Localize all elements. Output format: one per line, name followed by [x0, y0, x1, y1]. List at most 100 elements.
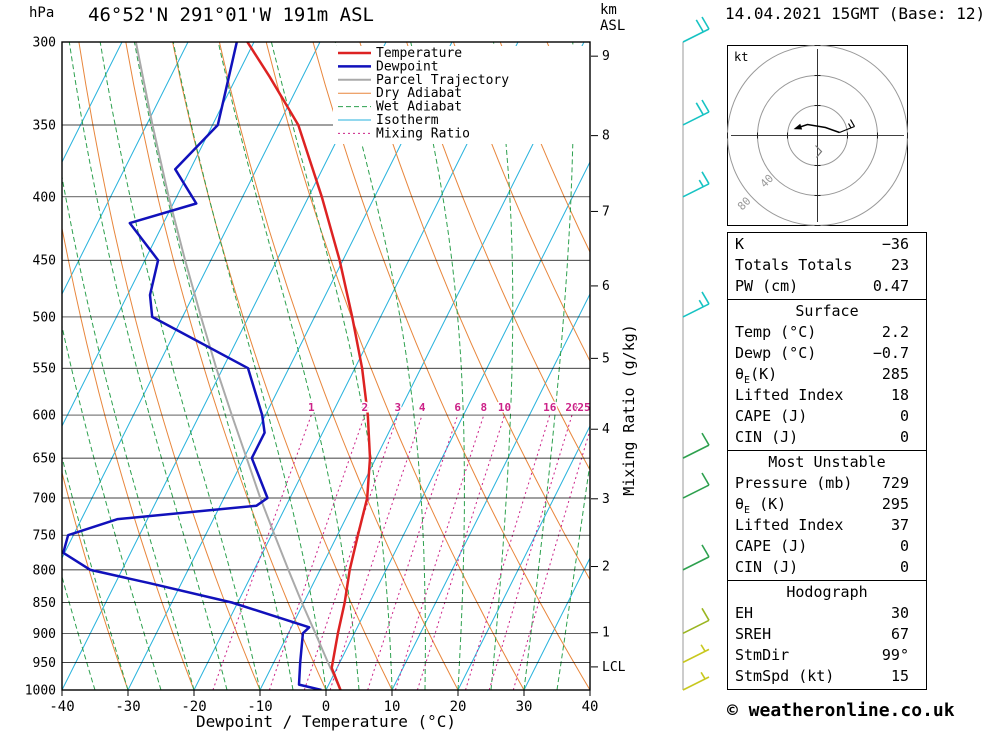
stat-label: θE(K)	[735, 365, 778, 386]
stats-tables: K −36 Totals Totals 23 PW (cm) 0.47 Surface Tem…	[727, 232, 927, 690]
stats-table-row: StmDir 99°	[728, 645, 926, 666]
wind-barb	[682, 99, 710, 126]
stat-label: CAPE (J)	[735, 407, 808, 425]
temp-axis: -40 -30 -20 -10 0 10 20 30 40 Dewpoint / Temperat…	[49, 690, 598, 731]
dry-adiabat-line	[78, 42, 261, 690]
stat-value: 18	[890, 386, 909, 404]
stat-label: EH	[735, 604, 754, 622]
profiles	[62, 42, 372, 690]
stats-table: K −36 Totals Totals 23 PW (cm) 0.47	[727, 232, 927, 300]
legend-label: Mixing Ratio	[376, 126, 470, 141]
km-tick-label: 4	[602, 422, 610, 437]
km-tick-label: 7	[602, 204, 610, 219]
pressure-unit-label: hPa	[29, 5, 54, 21]
temp-tick-label: 10	[384, 699, 401, 715]
stats-table-header: Surface	[795, 302, 859, 320]
wet-adiabat-line	[62, 455, 129, 690]
stat-value: 23	[890, 256, 909, 274]
dry-adiabat-line	[594, 42, 727, 690]
km-tick-label: 3	[602, 492, 610, 507]
dry-adiabat-line	[687, 42, 727, 690]
hodograph-barb-feather	[847, 123, 852, 129]
wind-barb	[682, 171, 710, 198]
legend-label: Temperature	[376, 46, 462, 61]
mixing-ratio-value-label: 20	[565, 401, 578, 414]
barb-half-feather	[700, 644, 706, 652]
hodograph-arrowhead	[793, 123, 803, 130]
isotherm-line	[259, 42, 585, 690]
legend-label: Isotherm	[376, 113, 439, 128]
wind-barb	[682, 472, 710, 499]
stat-label: PW (cm)	[735, 277, 799, 295]
wind-barb	[682, 644, 710, 664]
mixing-ratio-line	[329, 414, 423, 690]
legend-background	[333, 46, 590, 144]
stats-table-row: CAPE (J) 0	[728, 536, 926, 557]
stat-label: CIN (J)	[735, 428, 799, 446]
stat-label: Totals Totals	[735, 256, 853, 274]
wet-adiabat-line	[523, 42, 574, 690]
barb-feather	[701, 544, 710, 558]
altitude-unit-asl: ASL	[600, 18, 625, 34]
mixing-ratio-axis-title: Mixing Ratio (g/kg)	[620, 324, 638, 496]
mixing-ratio-value-label: 3	[395, 401, 402, 414]
isotherm-line	[391, 292, 590, 690]
stat-label: Pressure (mb)	[735, 474, 853, 492]
stats-table: Hodograph EH 30 SREH 67 StmDir 99° StmSpd (kt) 1…	[727, 580, 927, 690]
km-tick-label: 8	[602, 129, 610, 144]
stats-table-row: EH 30	[728, 603, 926, 624]
pressure-tick-label: 400	[33, 190, 56, 205]
stats-table-row: θE (K) 295	[728, 494, 926, 516]
mixing-ratio-value-label: 6	[454, 401, 461, 414]
wind-barbs	[682, 16, 710, 691]
barb-feather	[701, 171, 710, 185]
pressure-tick-label: 650	[33, 452, 56, 467]
stat-label: K	[735, 235, 745, 253]
km-tick-label: 9	[602, 49, 610, 64]
isotherm-line	[457, 424, 590, 690]
stats-table-row: Totals Totals 23	[728, 255, 926, 276]
temp-tick-label: -30	[115, 699, 140, 715]
stat-value: 30	[890, 604, 909, 622]
legend-label: Parcel Trajectory	[376, 73, 509, 88]
parcel-trajectory-curve	[134, 42, 342, 690]
isotherm-line	[325, 160, 590, 690]
stats-table-row: θE(K) 285	[728, 364, 926, 386]
isotherms	[62, 42, 590, 690]
barb-staff	[682, 556, 710, 571]
wet-adiabat-line	[490, 42, 514, 690]
stat-value: 2.2	[881, 323, 909, 341]
isotherm-line	[523, 556, 590, 690]
isotherm-line	[62, 42, 387, 690]
stats-table-row: StmSpd (kt) 15	[728, 666, 926, 687]
stats-table-row: Pressure (mb) 729	[728, 473, 926, 494]
chart-datetime: 14.04.2021 15GMT (Base: 12)	[725, 4, 986, 23]
temp-tick-label: -10	[247, 699, 272, 715]
km-tick-label: 2	[602, 560, 610, 575]
legend-label: Dewpoint	[376, 59, 439, 74]
barb-feather	[701, 291, 710, 305]
wind-barb	[682, 291, 710, 318]
km-tick-label: 5	[602, 351, 610, 366]
dry-adiabat-line	[452, 42, 590, 363]
hodograph-barb-feather	[849, 119, 856, 127]
barb-staff	[682, 111, 710, 126]
isotherm-line	[589, 688, 590, 690]
barb-staff	[682, 484, 710, 499]
temp-tick-label: 20	[450, 699, 467, 715]
barb-feather	[701, 99, 710, 113]
stat-label: Dewp (°C)	[735, 344, 817, 362]
stat-value: 67	[890, 625, 909, 643]
copyright-link[interactable]: © weatheronline.co.uk	[727, 700, 955, 721]
stat-value: 285	[881, 365, 909, 383]
isotherm-line	[193, 42, 519, 690]
hodograph-unit-label: kt	[734, 50, 748, 64]
barb-half-feather	[700, 671, 706, 680]
isotherm-line	[62, 42, 321, 560]
pressure-tick-label: 450	[33, 254, 56, 269]
km-tick-label: LCL	[602, 660, 626, 675]
hodograph-storm-mark	[815, 145, 823, 158]
wet-adiabat-line	[334, 42, 426, 690]
pressure-tick-label: 750	[33, 529, 56, 544]
stat-value: −0.7	[872, 344, 909, 362]
